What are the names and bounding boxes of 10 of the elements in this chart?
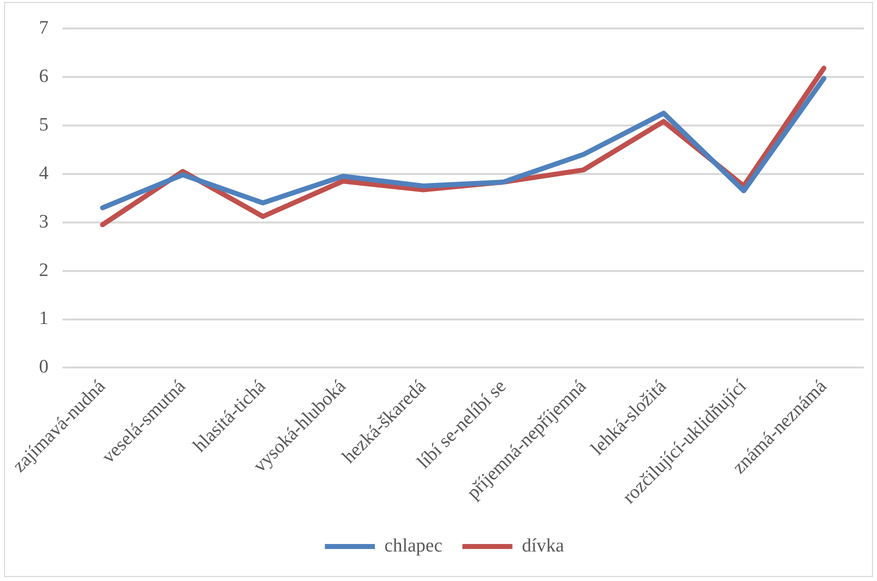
y-tick-label: 1 — [39, 308, 48, 330]
y-tick-label: 4 — [39, 162, 49, 184]
y-tick-label: 3 — [39, 211, 48, 232]
y-tick-label: 6 — [39, 66, 48, 87]
legend-label: dívka — [522, 535, 565, 556]
y-tick-label: 5 — [39, 114, 48, 136]
y-tick-label: 0 — [39, 356, 48, 378]
y-tick-label: 7 — [39, 17, 48, 38]
y-tick-label: 2 — [39, 260, 48, 281]
legend-label: chlapec — [384, 535, 442, 556]
